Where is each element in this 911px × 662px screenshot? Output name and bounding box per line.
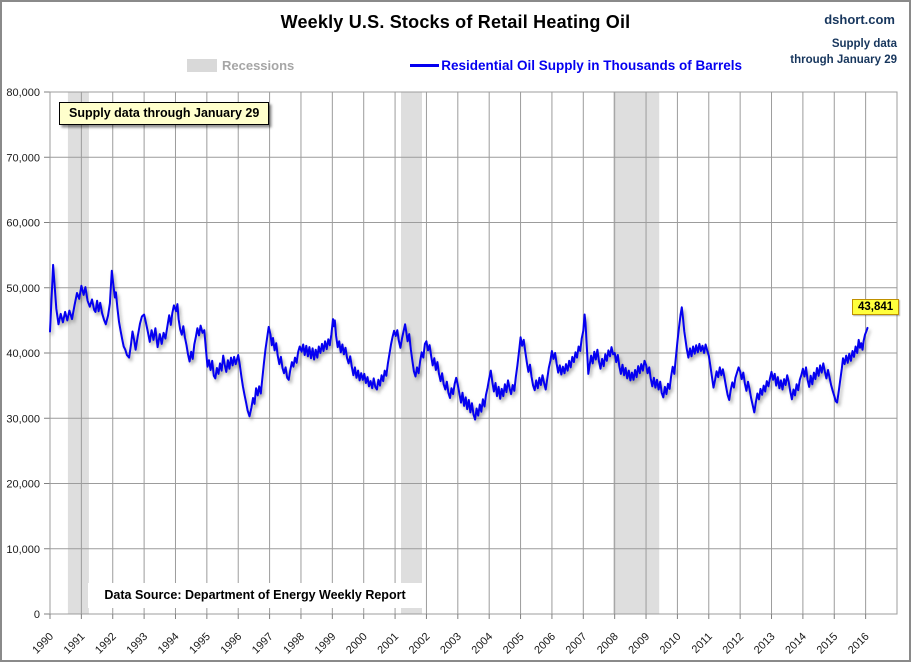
x-axis-tick-label: 1998 xyxy=(281,631,307,657)
x-axis-tick-label: 2015 xyxy=(815,631,841,657)
x-axis-tick-label: 2016 xyxy=(846,631,872,657)
y-axis-tick-label: 10,000 xyxy=(6,544,40,556)
x-axis-tick-label: 2003 xyxy=(438,631,464,657)
x-axis-tick-label: 2002 xyxy=(407,631,433,657)
x-axis-tick-label: 2011 xyxy=(690,631,715,656)
legend-series-label: Residential Oil Supply in Thousands of B… xyxy=(441,58,743,73)
last-value-label: 43,841 xyxy=(852,299,900,315)
y-axis-tick-label: 80,000 xyxy=(6,87,40,99)
legend-recessions-label: Recessions xyxy=(222,58,295,73)
x-axis-tick-label: 1990 xyxy=(30,631,56,657)
y-axis-tick-label: 40,000 xyxy=(6,348,40,360)
legend: Recessions Residential Oil Supply in Tho… xyxy=(187,58,742,73)
x-axis-tick-label: 1999 xyxy=(313,631,339,657)
y-axis-tick-label: 0 xyxy=(34,609,40,621)
x-axis-tick-label: 1991 xyxy=(62,631,88,657)
y-axis-tick-label: 50,000 xyxy=(6,283,40,295)
y-axis-tick-label: 70,000 xyxy=(6,152,40,164)
x-axis-tick-label: 2010 xyxy=(658,631,684,657)
x-axis-tick-label: 1994 xyxy=(156,631,182,657)
x-axis-tick-label: 2013 xyxy=(752,631,778,657)
oil-supply-line xyxy=(49,263,869,421)
supply-data-note-topright: Supply data through January 29 xyxy=(790,36,897,68)
x-axis-tick-label: 2008 xyxy=(595,631,621,657)
x-axis-tick-label: 2005 xyxy=(501,631,527,657)
chart-title: Weekly U.S. Stocks of Retail Heating Oil xyxy=(280,12,631,32)
legend-line-swatch xyxy=(410,64,440,67)
x-axis-tick-label: 2006 xyxy=(532,631,558,657)
x-axis-tick-label: 1995 xyxy=(187,631,213,657)
recession-swatch xyxy=(187,59,217,72)
x-axis-tick-label: 2014 xyxy=(783,631,809,657)
x-axis-tick-label: 1993 xyxy=(124,631,150,657)
x-axis-tick-label: 2009 xyxy=(626,631,652,657)
y-axis-tick-label: 30,000 xyxy=(6,413,40,425)
x-axis-tick-label: 2004 xyxy=(470,631,496,657)
x-axis-tick-label: 1997 xyxy=(250,631,276,657)
y-axis-tick-label: 20,000 xyxy=(6,479,40,491)
x-axis-tick-label: 2012 xyxy=(720,631,746,657)
supply-data-note-line1: Supply data xyxy=(831,38,897,50)
x-axis-tick-label: 2007 xyxy=(564,631,590,657)
x-axis-tick-label: 2000 xyxy=(344,631,370,657)
y-axis-tick-label: 60,000 xyxy=(6,218,40,230)
x-axis-tick-label: 1996 xyxy=(219,631,245,657)
x-axis-tick-label: 2001 xyxy=(375,631,401,657)
x-axis-tick-label: 1992 xyxy=(93,631,119,657)
supply-note-callout: Supply data through January 29 xyxy=(59,102,270,125)
data-source-note: Data Source: Department of Energy Weekly… xyxy=(88,583,422,608)
brand-link[interactable]: dshort.com xyxy=(824,12,895,27)
supply-data-note-line2: through January 29 xyxy=(790,54,897,66)
